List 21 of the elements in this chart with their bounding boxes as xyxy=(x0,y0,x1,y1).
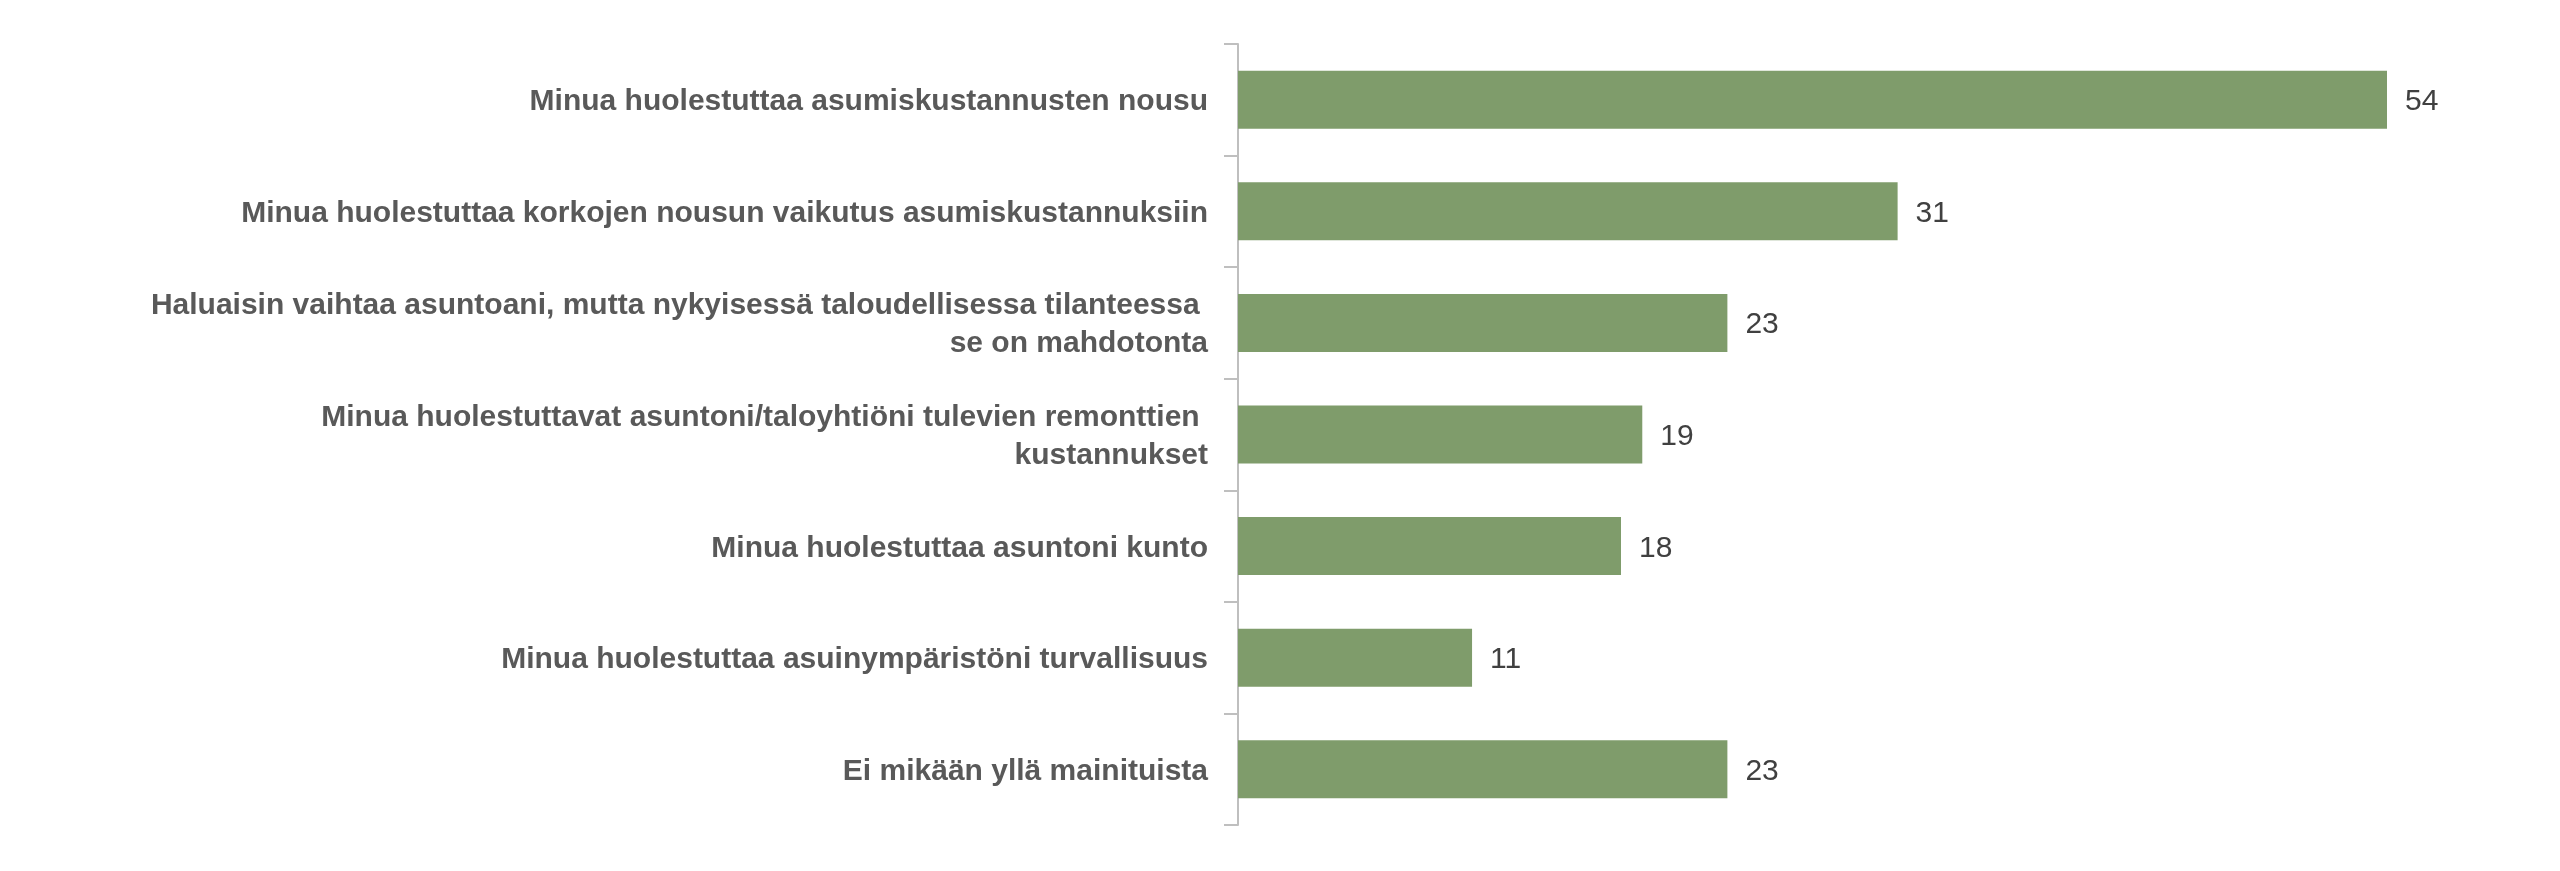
bar xyxy=(1238,628,1473,687)
bar xyxy=(1238,70,2387,129)
y-tick-label: Minua huolestuttavat asuntoni/taloyhtiöni tulevien remonttien kustannukset xyxy=(321,399,1209,470)
bar xyxy=(1238,293,1728,352)
bar xyxy=(1238,405,1643,464)
y-tick-label: Minua huolestuttaa asumiskustannusten nousu xyxy=(529,83,1208,117)
data-label: 18 xyxy=(1639,529,1673,563)
data-label: 23 xyxy=(1745,306,1779,340)
bar xyxy=(1238,740,1728,799)
bar xyxy=(1238,517,1621,576)
y-tick-label: Minua huolestuttaa korkojen nousun vaikutus asumiskustannuksiin xyxy=(241,194,1208,228)
data-label: 23 xyxy=(1745,752,1779,786)
y-tick-label: Minua huolestuttaa asuntoni kunto xyxy=(711,529,1208,563)
data-label: 19 xyxy=(1660,418,1694,451)
y-tick-label: Minua huolestuttaa asuinympäristöni turvallisuus xyxy=(501,641,1208,675)
data-label: 54 xyxy=(2405,83,2439,117)
y-tick-label: Ei mikään yllä mainituista xyxy=(842,752,1209,786)
y-tick-label: Haluaisin vaihtaa asuntoani, mutta nykyisessä taloudellisessa tilanteessa se on mahdotonta xyxy=(150,287,1209,359)
data-label: 11 xyxy=(1490,641,1522,675)
bar xyxy=(1238,182,1898,241)
data-label: 31 xyxy=(1915,194,1949,228)
